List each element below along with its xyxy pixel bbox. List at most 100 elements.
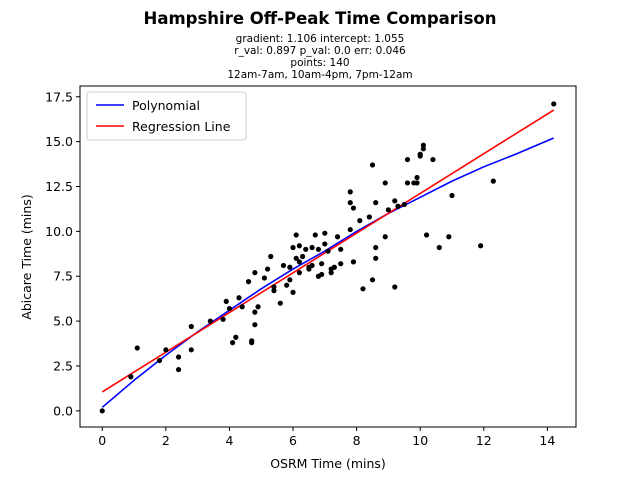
scatter-point xyxy=(230,340,236,346)
scatter-point xyxy=(322,241,328,247)
scatter-point xyxy=(207,318,213,324)
scatter-point xyxy=(331,264,337,270)
scatter-point xyxy=(395,203,401,209)
scatter-point xyxy=(249,340,255,346)
y-tick-label: 5.0 xyxy=(53,314,73,329)
scatter-point xyxy=(357,218,363,224)
scatter-point xyxy=(420,142,426,148)
scatter-point xyxy=(551,101,557,107)
scatter-point xyxy=(233,334,239,340)
scatter-point xyxy=(385,207,392,213)
scatter-point xyxy=(175,354,182,360)
scatter-point xyxy=(290,289,296,295)
scatter-point xyxy=(319,271,325,278)
scatter-point xyxy=(245,279,252,285)
scatter-point xyxy=(290,244,296,251)
scatter-point xyxy=(223,298,229,304)
scatter-point xyxy=(236,295,242,301)
y-tick-label: 17.5 xyxy=(45,89,73,104)
scatter-points xyxy=(99,101,557,414)
chart-title: Hampshire Off-Peak Time Comparison xyxy=(144,9,497,28)
x-tick-label: 4 xyxy=(225,433,233,448)
x-tick-label: 8 xyxy=(353,433,361,448)
scatter-point xyxy=(347,200,353,206)
scatter-point xyxy=(296,259,302,265)
scatter-point xyxy=(220,316,226,322)
scatter-point xyxy=(319,261,325,267)
scatter-point xyxy=(369,277,376,283)
scatter-point xyxy=(299,253,306,260)
scatter-point xyxy=(373,244,379,251)
scatter-point xyxy=(382,234,388,240)
legend-label-polynomial: Polynomial xyxy=(132,98,200,113)
scatter-point xyxy=(188,347,194,353)
scatter-point xyxy=(404,156,411,163)
scatter-point xyxy=(99,408,105,414)
chart-subtitle-line-1: gradient: 1.106 intercept: 1.055 xyxy=(236,33,405,45)
chart-subtitle-line-3: points: 140 xyxy=(290,57,349,69)
chart-subtitle-line-2: r_val: 0.897 p_val: 0.0 err: 0.046 xyxy=(234,45,406,57)
scatter-point xyxy=(287,264,293,270)
y-axis-label: Abicare Time (mins) xyxy=(19,194,34,319)
scatter-point xyxy=(347,226,353,233)
scatter-point xyxy=(414,174,420,181)
scatter-point xyxy=(414,180,420,186)
scatter-point xyxy=(175,366,182,373)
scatter-point xyxy=(436,244,442,251)
scatter-point xyxy=(404,180,411,186)
scatter-point xyxy=(360,286,366,292)
scatter-point xyxy=(296,270,302,276)
scatter-point xyxy=(325,248,331,254)
plot-frame xyxy=(79,85,577,428)
scatter-point xyxy=(315,246,322,252)
y-tick-label: 7.5 xyxy=(53,269,73,284)
scatter-point xyxy=(252,309,258,315)
scatter-point xyxy=(338,261,344,267)
scatter-point xyxy=(369,162,376,168)
scatter-point xyxy=(309,262,315,269)
scatter-point xyxy=(347,189,353,195)
scatter-point xyxy=(163,347,169,353)
x-tick-label: 10 xyxy=(412,433,428,448)
scatter-point xyxy=(226,305,233,312)
scatter-point xyxy=(252,270,258,276)
scatter-point xyxy=(350,205,357,211)
scatter-point xyxy=(255,304,261,310)
x-tick-label: 12 xyxy=(476,433,492,448)
legend-box xyxy=(86,91,247,141)
scatter-point xyxy=(239,304,245,310)
scatter-point xyxy=(373,255,379,261)
plot-area xyxy=(79,85,577,428)
y-axis-ticks: 0.0 2.5 5.0 7.5 10.0 12.5 15.0 17.5 xyxy=(45,89,80,418)
scatter-point xyxy=(188,323,194,330)
scatter-point xyxy=(277,300,283,306)
legend-label-regression-line: Regression Line xyxy=(132,119,231,134)
scatter-point xyxy=(156,357,163,364)
scatter-point xyxy=(417,151,423,157)
scatter-point xyxy=(312,232,318,238)
scatter-point xyxy=(271,284,277,290)
chart-subtitle-line-4: 12am-7am, 10am-4pm, 7pm-12am xyxy=(227,69,412,81)
polynomial-line xyxy=(101,137,555,408)
scatter-point xyxy=(252,322,258,328)
y-tick-label: 12.5 xyxy=(45,179,73,194)
scatter-point xyxy=(271,288,277,294)
x-axis-ticks: 0 2 4 6 8 10 12 14 xyxy=(98,427,555,448)
scatter-point xyxy=(430,156,436,163)
scatter-point xyxy=(322,230,328,236)
y-tick-label: 2.5 xyxy=(53,358,73,373)
scatter-point xyxy=(268,253,274,260)
scatter-point xyxy=(334,234,341,240)
scatter-point xyxy=(303,246,309,252)
scatter-point xyxy=(261,275,268,281)
scatter-point xyxy=(264,266,271,272)
scatter-point xyxy=(328,270,334,276)
scatter-point xyxy=(366,214,372,220)
scatter-point xyxy=(350,259,357,265)
scatter-point xyxy=(284,282,290,288)
scatter-point xyxy=(423,232,430,238)
scatter-point xyxy=(392,198,398,204)
y-tick-label: 15.0 xyxy=(45,134,73,149)
x-axis-label: OSRM Time (mins) xyxy=(270,456,386,471)
